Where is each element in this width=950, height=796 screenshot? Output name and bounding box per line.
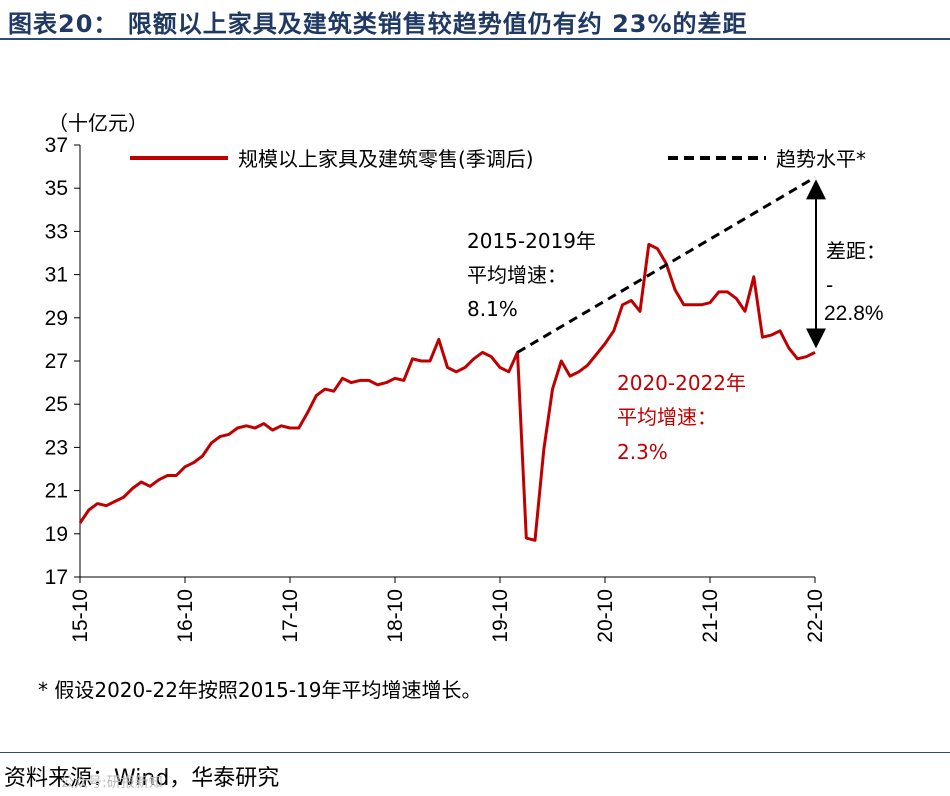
annotation-period1-label: 平均增速： (467, 263, 567, 287)
watermark: 公众号:研报新知 (60, 775, 163, 791)
y-tick-label: 37 (45, 134, 68, 157)
y-tick-label: 19 (45, 523, 68, 546)
y-tick-label: 33 (45, 220, 68, 243)
x-tick-label: 15-10 (69, 589, 92, 643)
y-tick-label: 25 (45, 393, 68, 416)
legend-label-actual: 规模以上家具及建筑零售(季调后) (238, 147, 534, 171)
x-tick-label: 17-10 (279, 589, 302, 643)
annotation-gap-sign: - (826, 273, 833, 297)
y-unit-label: （十亿元） (48, 111, 148, 135)
x-tick-label: 16-10 (174, 589, 197, 643)
y-tick-label: 27 (45, 350, 68, 373)
annotation-gap-value: 22.8% (824, 302, 884, 325)
footnote: * 假设2020-22年按照2015-19年平均增速增长。 (38, 678, 482, 702)
y-tick-label: 31 (45, 264, 68, 287)
legend-label-trend: 趋势水平* (776, 147, 866, 171)
y-tick-label: 29 (45, 307, 68, 330)
x-tick-label: 20-10 (594, 589, 617, 643)
x-tick-label: 21-10 (699, 589, 722, 643)
line-chart: 17 19 21 23 25 27 29 31 33 35 37（十亿元） 15-10 16-10 17-… (45, 111, 886, 643)
annotation-period2-label: 平均增速： (617, 405, 717, 429)
series-line-actual (78, 242, 816, 542)
annotation-period1-value: 8.1% (467, 297, 518, 321)
x-tick-label: 19-10 (489, 589, 512, 643)
y-tick-label: 17 (45, 566, 68, 589)
y-tick-label: 35 (45, 177, 68, 200)
source-text: 资料来源：Wind，华泰研究 (4, 766, 280, 791)
annotation-period1-years: 2015-2019年 (467, 229, 596, 253)
chart-title: 图表20： 限额以上家具及建筑类销售较趋势值仍有约 23%的差距 (8, 10, 748, 38)
title-bar: 图表20： 限额以上家具及建筑类销售较趋势值仍有约 23%的差距 (0, 0, 950, 40)
source-divider (0, 752, 950, 753)
annotation-gap-label: 差距： (826, 239, 886, 263)
annotation-period2-years: 2020-2022年 (617, 371, 746, 395)
x-tick-label: 22-10 (804, 589, 827, 643)
x-tick-label: 18-10 (384, 589, 407, 643)
annotation-period2-value: 2.3% (617, 440, 668, 464)
y-tick-label: 21 (45, 480, 68, 503)
series-line-trend (516, 176, 816, 354)
y-tick-label: 23 (45, 436, 68, 459)
